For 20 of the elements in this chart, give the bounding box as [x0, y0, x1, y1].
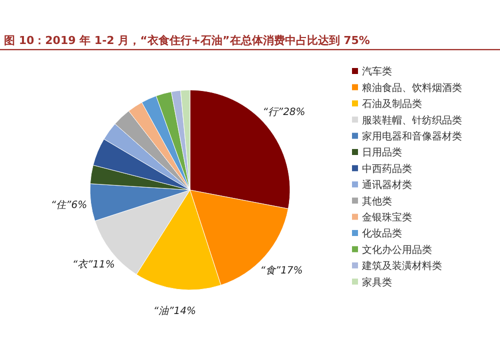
legend-label: 日用品类: [362, 146, 402, 159]
legend-label: 汽车类: [362, 66, 392, 78]
data-label: “衣”11%: [72, 258, 115, 271]
legend-label: 通讯器材类: [362, 179, 412, 192]
legend-label: 化妆品类: [362, 228, 402, 240]
data-label: “油”14%: [153, 304, 196, 317]
legend-label: 其他类: [362, 195, 392, 208]
data-label: “食”17%: [260, 264, 303, 276]
legend-label: 粮油食品、饮料烟酒类: [362, 82, 462, 94]
legend-label: 服装鞋帽、针纺织品类: [362, 114, 462, 126]
legend-label: 金银珠宝类: [362, 212, 412, 224]
chart-title: 图 10：2019 年 1-2 月，“衣食住行+石油”在总体消费中占比达到 75%: [4, 34, 370, 47]
legend-label: 石油及制品类: [362, 98, 422, 110]
data-label: “行”28%: [262, 106, 306, 118]
legend-label: 家用电器和音像器材类: [362, 130, 462, 143]
data-label: “住”6%: [50, 200, 88, 212]
legend-label: 文化办公用品类: [362, 244, 432, 256]
legend-label: 家具类: [362, 276, 392, 288]
legend-label: 建筑及装潢材料类: [361, 260, 442, 272]
legend-label: 中西药品类: [362, 162, 412, 175]
